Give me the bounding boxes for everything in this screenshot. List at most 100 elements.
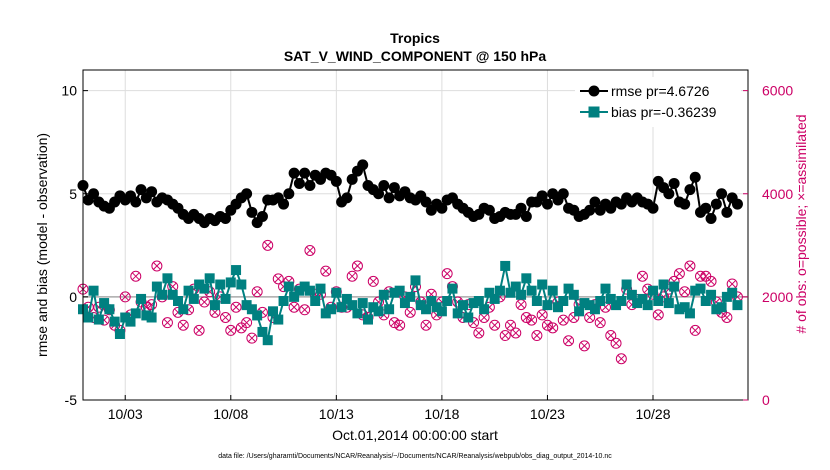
obs-possible-point — [299, 304, 311, 316]
obs-assimilated-point — [390, 319, 399, 327]
bias-point — [526, 285, 537, 296]
bias-point — [405, 291, 416, 302]
rmse-point — [241, 188, 253, 200]
obs-assimilated-point — [707, 277, 715, 286]
rmse-point — [731, 198, 743, 210]
rmse-point — [346, 173, 358, 185]
obs-assimilated-stroke — [517, 300, 525, 309]
bias-point — [241, 300, 252, 311]
x-tick-label: 10/08 — [213, 406, 248, 422]
obs-possible-point — [584, 312, 596, 323]
bias-point — [289, 291, 300, 302]
obs-assimilated-point — [686, 262, 694, 270]
bias-point — [684, 308, 695, 319]
bias-point — [674, 304, 685, 315]
rmse-point — [536, 190, 548, 202]
rmse-point — [357, 159, 369, 171]
rmse-point — [679, 198, 691, 210]
obs-assimilated-stroke — [675, 270, 684, 278]
obs-possible-point — [119, 291, 131, 303]
rmse-point — [378, 180, 390, 191]
bias-point — [368, 302, 379, 313]
obs-assimilated-stroke — [200, 298, 209, 306]
obs-possible-point — [151, 260, 163, 272]
obs-assimilated-point — [406, 308, 414, 316]
obs-assimilated-stroke — [248, 334, 256, 342]
bias-point — [278, 296, 289, 306]
obs-assimilated-stroke — [290, 303, 298, 311]
bias-point — [246, 304, 257, 315]
bias-point — [151, 281, 162, 292]
obs-assimilated-stroke — [232, 303, 240, 311]
x-tick-label: 10/13 — [319, 406, 354, 422]
obs-assimilated-stroke — [353, 262, 362, 270]
obs-assimilated-stroke — [121, 293, 129, 301]
rmse-point — [668, 177, 680, 189]
obs-assimilated-point — [396, 321, 404, 329]
obs-assimilated-stroke — [512, 329, 520, 337]
obs-possible-point — [547, 322, 559, 334]
x-tick-label: 10/18 — [424, 406, 459, 422]
obs-possible-point — [526, 314, 538, 326]
rmse-point — [246, 206, 258, 218]
plot-frame — [82, 69, 749, 401]
bias-point — [521, 273, 532, 284]
obs-assimilated-point — [153, 262, 161, 270]
obs-assimilated-stroke — [306, 246, 314, 255]
obs-assimilated-point — [723, 313, 731, 322]
bias-point — [510, 281, 521, 292]
obs-possible-point — [272, 273, 284, 285]
bias-point — [157, 289, 168, 300]
bias-point — [347, 300, 358, 311]
rmse-point — [705, 213, 717, 224]
rmse-point — [146, 186, 158, 198]
rmse-point — [373, 188, 385, 200]
obs-possible-point — [489, 319, 501, 331]
obs-possible-point — [652, 309, 664, 321]
obs-possible-point — [241, 317, 253, 329]
y2-axis-label: # of obs: o=possible; ×=assimilated — [793, 114, 809, 333]
rmse-point — [684, 184, 696, 196]
obs-assimilated-point — [512, 329, 520, 337]
obs-possible-point — [394, 319, 406, 331]
bias-point — [188, 293, 199, 304]
obs-assimilated-stroke — [654, 311, 662, 319]
rmse-point — [541, 198, 553, 210]
rmse-point — [388, 182, 400, 194]
obs-possible-point — [600, 301, 611, 313]
rmse-point — [589, 196, 601, 208]
bias-point — [505, 287, 516, 298]
bias-point — [268, 306, 278, 317]
rmse-point — [700, 202, 712, 214]
y2-tick-label: 4000 — [762, 186, 793, 202]
y-tick-label: 5 — [69, 186, 77, 202]
obs-assimilated-point — [691, 326, 699, 335]
obs-assimilated-stroke — [322, 267, 330, 275]
bias-point — [653, 296, 664, 306]
obs-assimilated-stroke — [390, 319, 399, 327]
bias-point — [421, 304, 432, 315]
obs-possible-point — [689, 324, 701, 336]
bias-point — [357, 298, 368, 309]
x-axis-label: Oct.01,2014 00:00:00 start — [332, 427, 498, 443]
bias-point — [700, 296, 711, 306]
obs-assimilated-point — [596, 319, 604, 327]
obs-possible-point — [388, 317, 400, 329]
rmse-point — [256, 210, 268, 222]
rmse-point — [716, 188, 728, 200]
bias-point — [563, 283, 574, 294]
bias-point — [663, 298, 674, 309]
obs-assimilated-point — [501, 331, 509, 340]
x-tick-label: 10/03 — [108, 406, 143, 422]
obs-assimilated-point — [306, 246, 314, 255]
obs-assimilated-point — [681, 288, 689, 296]
obs-assimilated-point — [543, 321, 552, 329]
rmse-point — [220, 213, 231, 224]
bias-point — [716, 302, 727, 313]
obs-assimilated-point — [179, 321, 187, 329]
obs-assimilated-stroke — [702, 272, 710, 280]
obs-assimilated-stroke — [242, 319, 251, 327]
obs-assimilated-point — [607, 331, 615, 340]
bias-point — [114, 329, 125, 339]
bias-point — [141, 310, 152, 321]
